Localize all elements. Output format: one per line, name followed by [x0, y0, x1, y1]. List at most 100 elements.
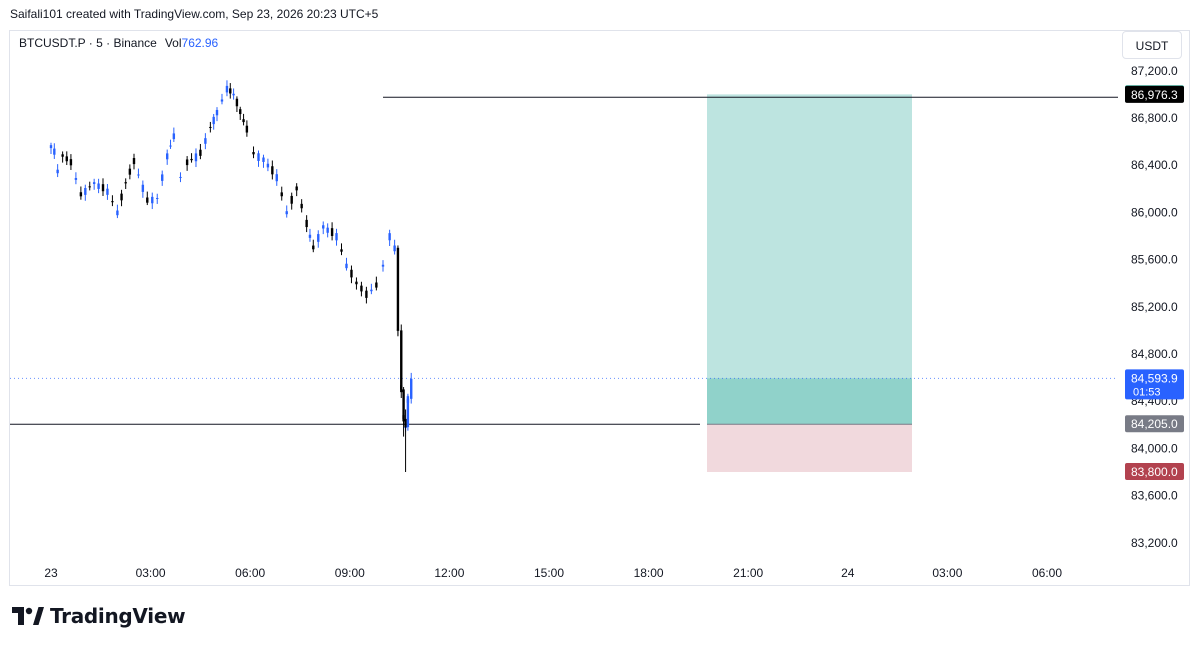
candle-body [290, 195, 293, 204]
current-price-badge-countdown: 01:53 [1133, 386, 1161, 398]
candle-body [252, 152, 255, 155]
candle-body [350, 269, 353, 278]
candle-body [404, 418, 407, 428]
tradingview-brand[interactable]: TradingView [12, 604, 186, 628]
candle-body [365, 290, 368, 298]
long-position-open-pnl [707, 378, 912, 425]
price-axis-tick-label: 83,200.0 [1131, 536, 1178, 550]
candle-body [185, 159, 189, 166]
candle-body [199, 149, 202, 156]
candle-body [312, 245, 315, 250]
candle-body [345, 263, 348, 269]
candle-body [262, 157, 265, 162]
candle-body [232, 93, 235, 96]
created-by-text: Saifali101 created with TradingView.com,… [10, 7, 379, 21]
candle-body [84, 188, 87, 195]
candle-body [190, 158, 193, 161]
candle-body [275, 174, 278, 182]
candle-body [132, 158, 136, 165]
time-axis-tick-label: 03:00 [932, 566, 962, 580]
candle-body [326, 227, 329, 233]
candle-body [266, 163, 270, 168]
candle-body [97, 183, 100, 189]
candle-body [65, 156, 68, 162]
price-axis-tick-label: 85,600.0 [1131, 253, 1178, 267]
time-axis-tick-label: 24 [841, 566, 855, 580]
long-position-stop-zone[interactable] [707, 424, 912, 472]
current-price-badge-bg [1125, 369, 1184, 400]
candle-body [56, 169, 59, 174]
candle-body [280, 192, 283, 197]
symbol-legend[interactable]: BTCUSDT.P · 5 · Binance Vol 762.96 [19, 36, 218, 50]
candle-body [215, 109, 219, 116]
candle-body [220, 99, 224, 102]
candle-body [209, 126, 212, 128]
stop-price-badge: 83,800.0 [1131, 465, 1178, 479]
candle-body [146, 197, 149, 203]
candle-body [69, 159, 73, 166]
candle-body [271, 166, 274, 175]
candle-body [406, 398, 410, 428]
time-axis-tick-label: 06:00 [235, 566, 265, 580]
candle-body [172, 133, 176, 140]
candle-body [156, 198, 159, 200]
candle-body [393, 245, 396, 252]
candle-body [285, 211, 288, 215]
volume-label: Vol [164, 36, 182, 50]
price-chart[interactable]: 87,200.0 86,800.0 86,400.0 86,000.0 85,600.0… [0, 0, 1200, 600]
price-axis-tick-label: 83,600.0 [1131, 489, 1178, 503]
candle-body [169, 145, 172, 147]
time-axis-tick-label: 18:00 [634, 566, 664, 580]
price-axis-tick-label: 85,200.0 [1131, 300, 1178, 314]
candle-body [92, 182, 96, 185]
time-axis-tick-label: 21:00 [733, 566, 763, 580]
candle-body [225, 85, 229, 93]
entry-price-badge: 84,205.0 [1131, 417, 1178, 431]
tradingview-wordmark: TradingView [50, 604, 186, 628]
candle-body [141, 184, 145, 192]
candle-body [242, 119, 245, 123]
candle-body [295, 186, 298, 191]
time-axis-tick-label: 03:00 [136, 566, 166, 580]
candle-body [53, 148, 56, 155]
candle-body [355, 281, 358, 285]
tradingview-logo-icon [12, 607, 44, 625]
time-axis-tick-label: 23 [44, 566, 58, 580]
price-axis-tick-label: 84,000.0 [1131, 441, 1178, 455]
price-axis-tick-label: 86,400.0 [1131, 158, 1178, 172]
candle-body [322, 225, 325, 229]
candle-body [74, 178, 78, 180]
candle-body [381, 264, 385, 267]
candle-body [317, 234, 320, 242]
candle-body [360, 285, 363, 292]
stop-price-badge-bg [1125, 463, 1184, 480]
volume-value: 762.96 [181, 36, 219, 50]
candle-body [106, 188, 109, 195]
entry-price-badge-bg [1125, 415, 1184, 433]
candle-body [212, 116, 215, 125]
candle-body [308, 234, 312, 238]
candle-body [116, 210, 119, 216]
candle-body [245, 125, 249, 133]
candle-body [204, 138, 207, 144]
candle-body [137, 174, 140, 176]
price-axis-tick-label: 86,000.0 [1131, 205, 1178, 219]
candle-body [400, 330, 403, 390]
candle-body [120, 193, 123, 201]
candle-body [388, 233, 391, 241]
candle-body [402, 389, 405, 419]
candle-body [370, 289, 373, 292]
long-position-target-zone[interactable] [707, 94, 912, 425]
chart-frame [9, 30, 1190, 586]
time-axis-tick-label: 15:00 [534, 566, 564, 580]
candle-body [179, 176, 182, 178]
candle-body [239, 109, 242, 115]
candle-body [124, 182, 127, 184]
candle-body [300, 203, 303, 209]
currency-button[interactable]: USDT [1122, 31, 1182, 59]
line-price-badge: 86,976.3 [1131, 88, 1178, 102]
candle-body [49, 145, 53, 149]
candle-body [61, 154, 64, 157]
candle-body [340, 249, 343, 252]
symbol-name[interactable]: BTCUSDT.P · 5 · Binance [19, 36, 157, 50]
